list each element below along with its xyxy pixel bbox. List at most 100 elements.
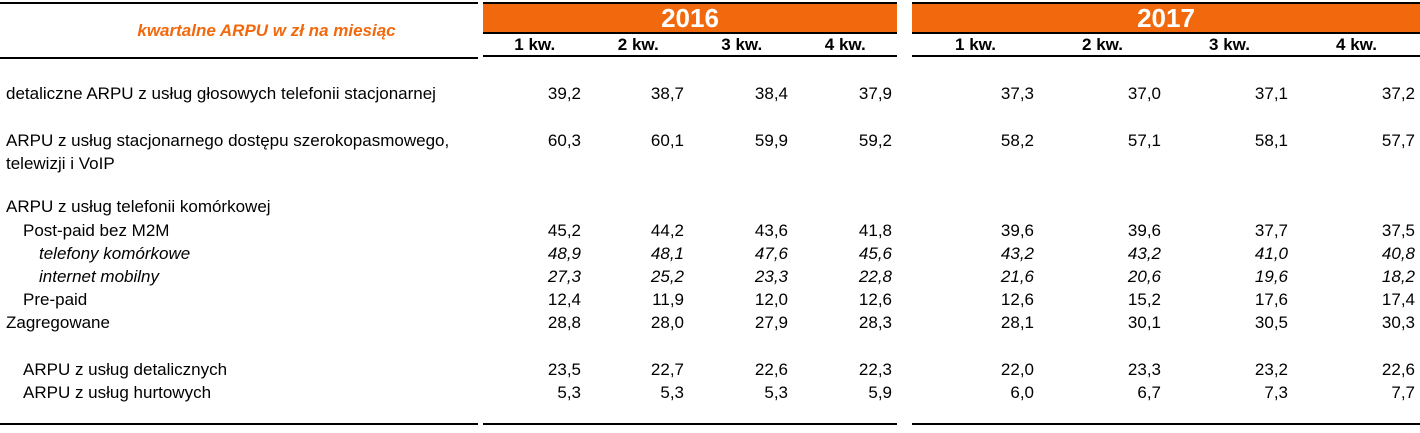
value-2017-q1: 12,6 (1000, 290, 1034, 309)
value-2016-q4: 12,6 (858, 290, 892, 309)
table-row: Post-paid bez M2M 45,2 44,2 43,6 41,8 39… (0, 219, 1420, 242)
table-row: internet mobilny 27,3 25,2 23,3 22,8 21,… (0, 265, 1420, 288)
bottom-divider-labels (0, 423, 478, 425)
value-2016-q2: 25,2 (650, 267, 684, 286)
year-label: 2016 (661, 3, 719, 33)
value-2017-q4: 37,5 (1381, 221, 1415, 240)
value-2017-q2: 23,3 (1127, 360, 1161, 379)
row-label: ARPU z usług stacjonarnego dostępu szero… (6, 131, 450, 173)
row-label: internet mobilny (39, 267, 160, 286)
quarter-header: 2 kw. (617, 34, 659, 54)
value-2016-q2: 44,2 (650, 221, 684, 240)
value-2017-q4: 22,6 (1381, 360, 1415, 379)
table-row: Zagregowane 28,8 28,0 27,9 28,3 28,1 30,… (0, 311, 1420, 334)
value-2016-q4: 45,6 (858, 244, 892, 263)
value-2016-q4: 37,9 (858, 84, 892, 103)
bottom-divider-2016 (483, 423, 897, 425)
value-2017-q1: 37,3 (1000, 84, 1034, 103)
table-row: telefony komórkowe 48,9 48,1 47,6 45,6 4… (0, 242, 1420, 265)
value-2017-q1: 22,0 (1000, 360, 1034, 379)
quarter-header-row-2016: 1 kw. 2 kw. 3 kw. 4 kw. (483, 34, 897, 57)
value-2016-q4: 22,3 (858, 360, 892, 379)
value-2016-q1: 28,8 (547, 313, 581, 332)
value-2016-q3: 59,9 (754, 131, 788, 150)
value-2016-q2: 38,7 (650, 84, 684, 103)
value-2017-q4: 30,3 (1381, 313, 1415, 332)
quarter-header: 3 kw. (1209, 34, 1250, 54)
value-2017-q4: 37,2 (1381, 84, 1415, 103)
year-section-2016: 2016 1 kw. 2 kw. 3 kw. 4 kw. (483, 2, 897, 57)
row-label: ARPU z usług telefonii komórkowej (6, 197, 271, 216)
table-row: ARPU z usług stacjonarnego dostępu szero… (0, 129, 1420, 175)
value-2016-q1: 5,3 (557, 383, 581, 402)
table-title: kwartalne ARPU w zł na miesiąc (137, 20, 396, 40)
value-2016-q1: 60,3 (547, 131, 581, 150)
value-2017-q3: 41,0 (1254, 244, 1288, 263)
value-2016-q3: 5,3 (764, 383, 788, 402)
row-label: detaliczne ARPU z usług głosowych telefo… (6, 84, 436, 103)
value-2016-q4: 41,8 (858, 221, 892, 240)
value-2017-q1: 43,2 (1000, 244, 1034, 263)
value-2016-q3: 43,6 (754, 221, 788, 240)
quarter-header: 4 kw. (1336, 34, 1377, 54)
value-2016-q3: 22,6 (754, 360, 788, 379)
quarter-header: 1 kw. (955, 34, 996, 54)
value-2016-q2: 28,0 (650, 313, 684, 332)
value-2017-q4: 57,7 (1381, 131, 1415, 150)
year-banner-2017: 2017 (912, 2, 1420, 34)
value-2017-q2: 6,7 (1137, 383, 1161, 402)
value-2017-q3: 23,2 (1254, 360, 1288, 379)
table-row: detaliczne ARPU z usług głosowych telefo… (0, 82, 1420, 105)
value-2017-q2: 20,6 (1127, 267, 1161, 286)
value-2016-q2: 22,7 (650, 360, 684, 379)
quarter-header-row-2017: 1 kw. 2 kw. 3 kw. 4 kw. (912, 34, 1420, 57)
row-label: telefony komórkowe (39, 244, 191, 263)
row-label: Post-paid bez M2M (23, 221, 170, 240)
table-row: ARPU z usług telefonii komórkowej (0, 195, 1420, 218)
year-section-2017: 2017 1 kw. 2 kw. 3 kw. 4 kw. (912, 2, 1420, 57)
quarter-header: 2 kw. (1082, 34, 1123, 54)
value-2017-q3: 30,5 (1254, 313, 1288, 332)
value-2016-q1: 23,5 (547, 360, 581, 379)
table-row: ARPU z usług detalicznych 23,5 22,7 22,6… (0, 358, 1420, 381)
value-2016-q1: 48,9 (547, 244, 581, 263)
value-2016-q1: 39,2 (547, 84, 581, 103)
value-2016-q1: 27,3 (547, 267, 581, 286)
value-2016-q3: 47,6 (754, 244, 788, 263)
value-2017-q2: 39,6 (1127, 221, 1161, 240)
value-2017-q2: 57,1 (1127, 131, 1161, 150)
value-2017-q4: 7,7 (1391, 383, 1415, 402)
value-2017-q2: 43,2 (1127, 244, 1161, 263)
value-2017-q3: 37,1 (1254, 84, 1288, 103)
value-2016-q3: 12,0 (754, 290, 788, 309)
value-2016-q2: 48,1 (650, 244, 684, 263)
value-2016-q3: 27,9 (754, 313, 788, 332)
quarter-header: 1 kw. (514, 34, 556, 54)
row-label: Zagregowane (6, 313, 110, 332)
quarter-header: 3 kw. (721, 34, 763, 54)
value-2016-q4: 22,8 (858, 267, 892, 286)
value-2017-q3: 37,7 (1254, 221, 1288, 240)
year-banner-2016: 2016 (483, 2, 897, 34)
value-2016-q2: 60,1 (650, 131, 684, 150)
value-2016-q3: 23,3 (754, 267, 788, 286)
value-2017-q1: 58,2 (1000, 131, 1034, 150)
value-2016-q2: 5,3 (660, 383, 684, 402)
value-2017-q4: 40,8 (1381, 244, 1415, 263)
table-title-cell: kwartalne ARPU w zł na miesiąc (0, 2, 478, 59)
row-label: ARPU z usług hurtowych (23, 383, 212, 402)
value-2016-q1: 45,2 (547, 221, 581, 240)
value-2017-q3: 7,3 (1264, 383, 1288, 402)
table-row: Pre-paid 12,4 11,9 12,0 12,6 12,6 15,2 1… (0, 288, 1420, 311)
value-2016-q4: 59,2 (858, 131, 892, 150)
table-row: ARPU z usług hurtowych 5,3 5,3 5,3 5,9 6… (0, 381, 1420, 404)
value-2017-q4: 18,2 (1381, 267, 1415, 286)
value-2016-q3: 38,4 (754, 84, 788, 103)
row-label: ARPU z usług detalicznych (23, 360, 228, 379)
value-2016-q1: 12,4 (547, 290, 581, 309)
value-2017-q3: 19,6 (1254, 267, 1288, 286)
bottom-divider-2017 (912, 423, 1420, 425)
value-2016-q2: 11,9 (652, 290, 684, 309)
year-label: 2017 (1137, 3, 1195, 33)
